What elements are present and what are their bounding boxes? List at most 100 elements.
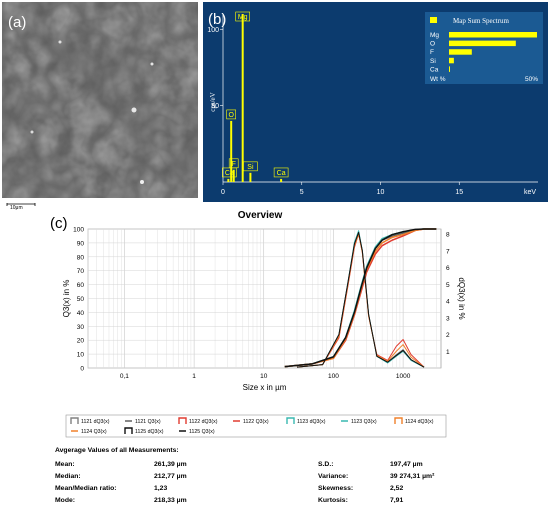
- eds-inset-category: Ca: [430, 66, 439, 73]
- psd-legend-label: 1124 Q3(x): [81, 429, 107, 435]
- psd-legend-box: [65, 414, 447, 438]
- eds-peak-label: Ca: [277, 170, 286, 177]
- eds-peak-mg: [241, 14, 244, 182]
- psd-y2-tick-label: 3: [446, 315, 450, 322]
- psd-x-tick-label: 1: [192, 373, 196, 380]
- eds-inset-bar-o: [449, 40, 516, 47]
- panel-a-label: (a): [8, 14, 27, 31]
- panel-b-label: (b): [208, 11, 226, 28]
- psd-legend-label: 1122 Q3(x): [243, 419, 269, 425]
- stats-left-label: Mean/Median ratio:: [55, 485, 117, 492]
- eds-inset-bar-ca: [449, 66, 450, 72]
- psd-legend-label: 1124 dQ3(x): [405, 419, 434, 425]
- eds-inset-swatch: [430, 17, 437, 23]
- psd-legend-swatch: [286, 417, 295, 424]
- eds-x-tick-label: 15: [455, 189, 463, 196]
- eds-peak-label-box: [243, 161, 258, 172]
- sem-micrograph: [2, 2, 198, 198]
- psd-legend-label: 1122 dQ3(x): [189, 419, 218, 425]
- panel-c-label: (c): [50, 215, 68, 232]
- scale-bar-label: 10μm: [10, 205, 23, 211]
- stats-right-label: S.D.:: [318, 461, 333, 468]
- eds-inset-title: Map Sum Spectrum: [453, 17, 510, 25]
- scale-bar: [6, 203, 36, 206]
- eds-inset-category: Mg: [430, 32, 439, 39]
- eds-x-tick-label: 5: [300, 189, 304, 196]
- stats-left-value: 212,77 µm: [154, 473, 187, 480]
- eds-inset-bar-si: [449, 57, 454, 64]
- eds-peak-label: Si: [247, 164, 254, 171]
- psd-legend: 1121 dQ3(x) 1121 Q3(x) 1122 dQ3(x) 1122 Q3(…: [65, 414, 447, 438]
- stats-left-value: 218,33 µm: [154, 497, 187, 504]
- psd-legend-swatch: [70, 417, 79, 424]
- eds-x-tick-label: 0: [221, 189, 225, 196]
- psd-legend-label: 1125 dQ3(x): [135, 429, 164, 435]
- psd-y-tick-label: 0: [80, 366, 84, 373]
- psd-y2-tick-label: 6: [446, 265, 450, 272]
- psd-y-tick-label: 100: [73, 227, 84, 234]
- psd-plot: 0 10 20 30 40 50 60 70 80 90 100 1 2 3 4 5 6 7 8 0,1 1 10 100 1…: [62, 227, 466, 393]
- stats-right-value: 197,47 µm: [390, 461, 423, 468]
- psd-legend-swatch: [124, 427, 133, 434]
- psd-y2-axis-title: dQ3(x) in %: [457, 277, 466, 319]
- stats-left-value: 261,39 µm: [154, 461, 187, 468]
- eds-peak-si: [249, 172, 252, 182]
- psd-y-tick-label: 60: [77, 282, 85, 289]
- chart-title: Overview: [238, 210, 283, 221]
- eds-peak-f: [232, 169, 235, 182]
- eds-peak-label: Mg: [238, 14, 248, 21]
- psd-y2-tick-label: 7: [446, 248, 450, 255]
- eds-peak-label-box: [273, 167, 289, 178]
- eds-inset-x-max-label: 50%: [525, 76, 538, 83]
- eds-inset-category: Si: [430, 58, 436, 65]
- particle-size-panel: (c) Overview 0 10 20 30 40 50 60 70 80 90 100 1 2 3 4 5…: [50, 210, 466, 504]
- psd-y-tick-label: 90: [77, 240, 85, 247]
- stats-table: Avgerage Values of all Measurements: Mean…: [55, 447, 435, 504]
- psd-legend-label: 1125 Q3(x): [189, 429, 215, 435]
- psd-y2-tick-label: 4: [446, 299, 450, 306]
- eds-peak-label-box: [228, 158, 239, 169]
- psd-legend-swatch: [394, 417, 403, 424]
- eds-inset-category: F: [430, 49, 434, 56]
- stats-right-label: Variance:: [318, 473, 348, 480]
- psd-y-tick-label: 40: [77, 310, 85, 317]
- psd-legend-swatch: [178, 417, 187, 424]
- stats-left-label: Median:: [55, 473, 81, 480]
- eds-y-tick-label: 50: [211, 103, 219, 110]
- eds-y-tick-label: 100: [207, 27, 219, 34]
- psd-y2-tick-label: 8: [446, 232, 450, 239]
- eds-peak-label: F: [232, 161, 236, 168]
- eds-peak-label: O: [228, 112, 234, 119]
- psd-y2-tick-label: 1: [446, 349, 450, 356]
- psd-y-tick-label: 10: [77, 352, 85, 359]
- psd-y-tick-label: 80: [77, 254, 85, 261]
- psd-legend-label: 1123 dQ3(x): [297, 419, 326, 425]
- eds-x-axis-title: keV: [524, 189, 536, 196]
- stats-left-label: Mean:: [55, 461, 75, 468]
- eds-peak-label: Ca: [225, 170, 234, 177]
- eds-peak-label-box: [226, 109, 236, 120]
- psd-y-tick-label: 20: [77, 338, 85, 345]
- eds-inset-category: O: [430, 41, 435, 48]
- psd-y-tick-label: 30: [77, 324, 85, 331]
- psd-series-line: [296, 231, 425, 368]
- psd-series-line: [284, 228, 437, 368]
- eds-peak-label-box: [235, 11, 250, 22]
- eds-peak-ca: [280, 178, 283, 182]
- stats-right-label: Skewness:: [318, 485, 353, 492]
- psd-y-axis-title: Q3(x) in %: [62, 280, 71, 318]
- eds-inset-box: [425, 12, 543, 84]
- eds-x-tick-label: 10: [377, 189, 385, 196]
- eds-peaks: Ca F O Mg Si Ca: [222, 11, 289, 182]
- psd-x-tick-label: 100: [328, 373, 339, 380]
- eds-inset-bar-mg: [449, 32, 537, 38]
- stats-right-value: 7,91: [390, 497, 403, 504]
- psd-x-tick-label: 10: [260, 373, 268, 380]
- stats-right-value: 39 274,31 µm²: [390, 473, 435, 480]
- psd-y-tick-label: 70: [77, 268, 85, 275]
- psd-x-axis-title: Size x in µm: [243, 383, 287, 392]
- stats-right-value: 2,52: [390, 485, 403, 492]
